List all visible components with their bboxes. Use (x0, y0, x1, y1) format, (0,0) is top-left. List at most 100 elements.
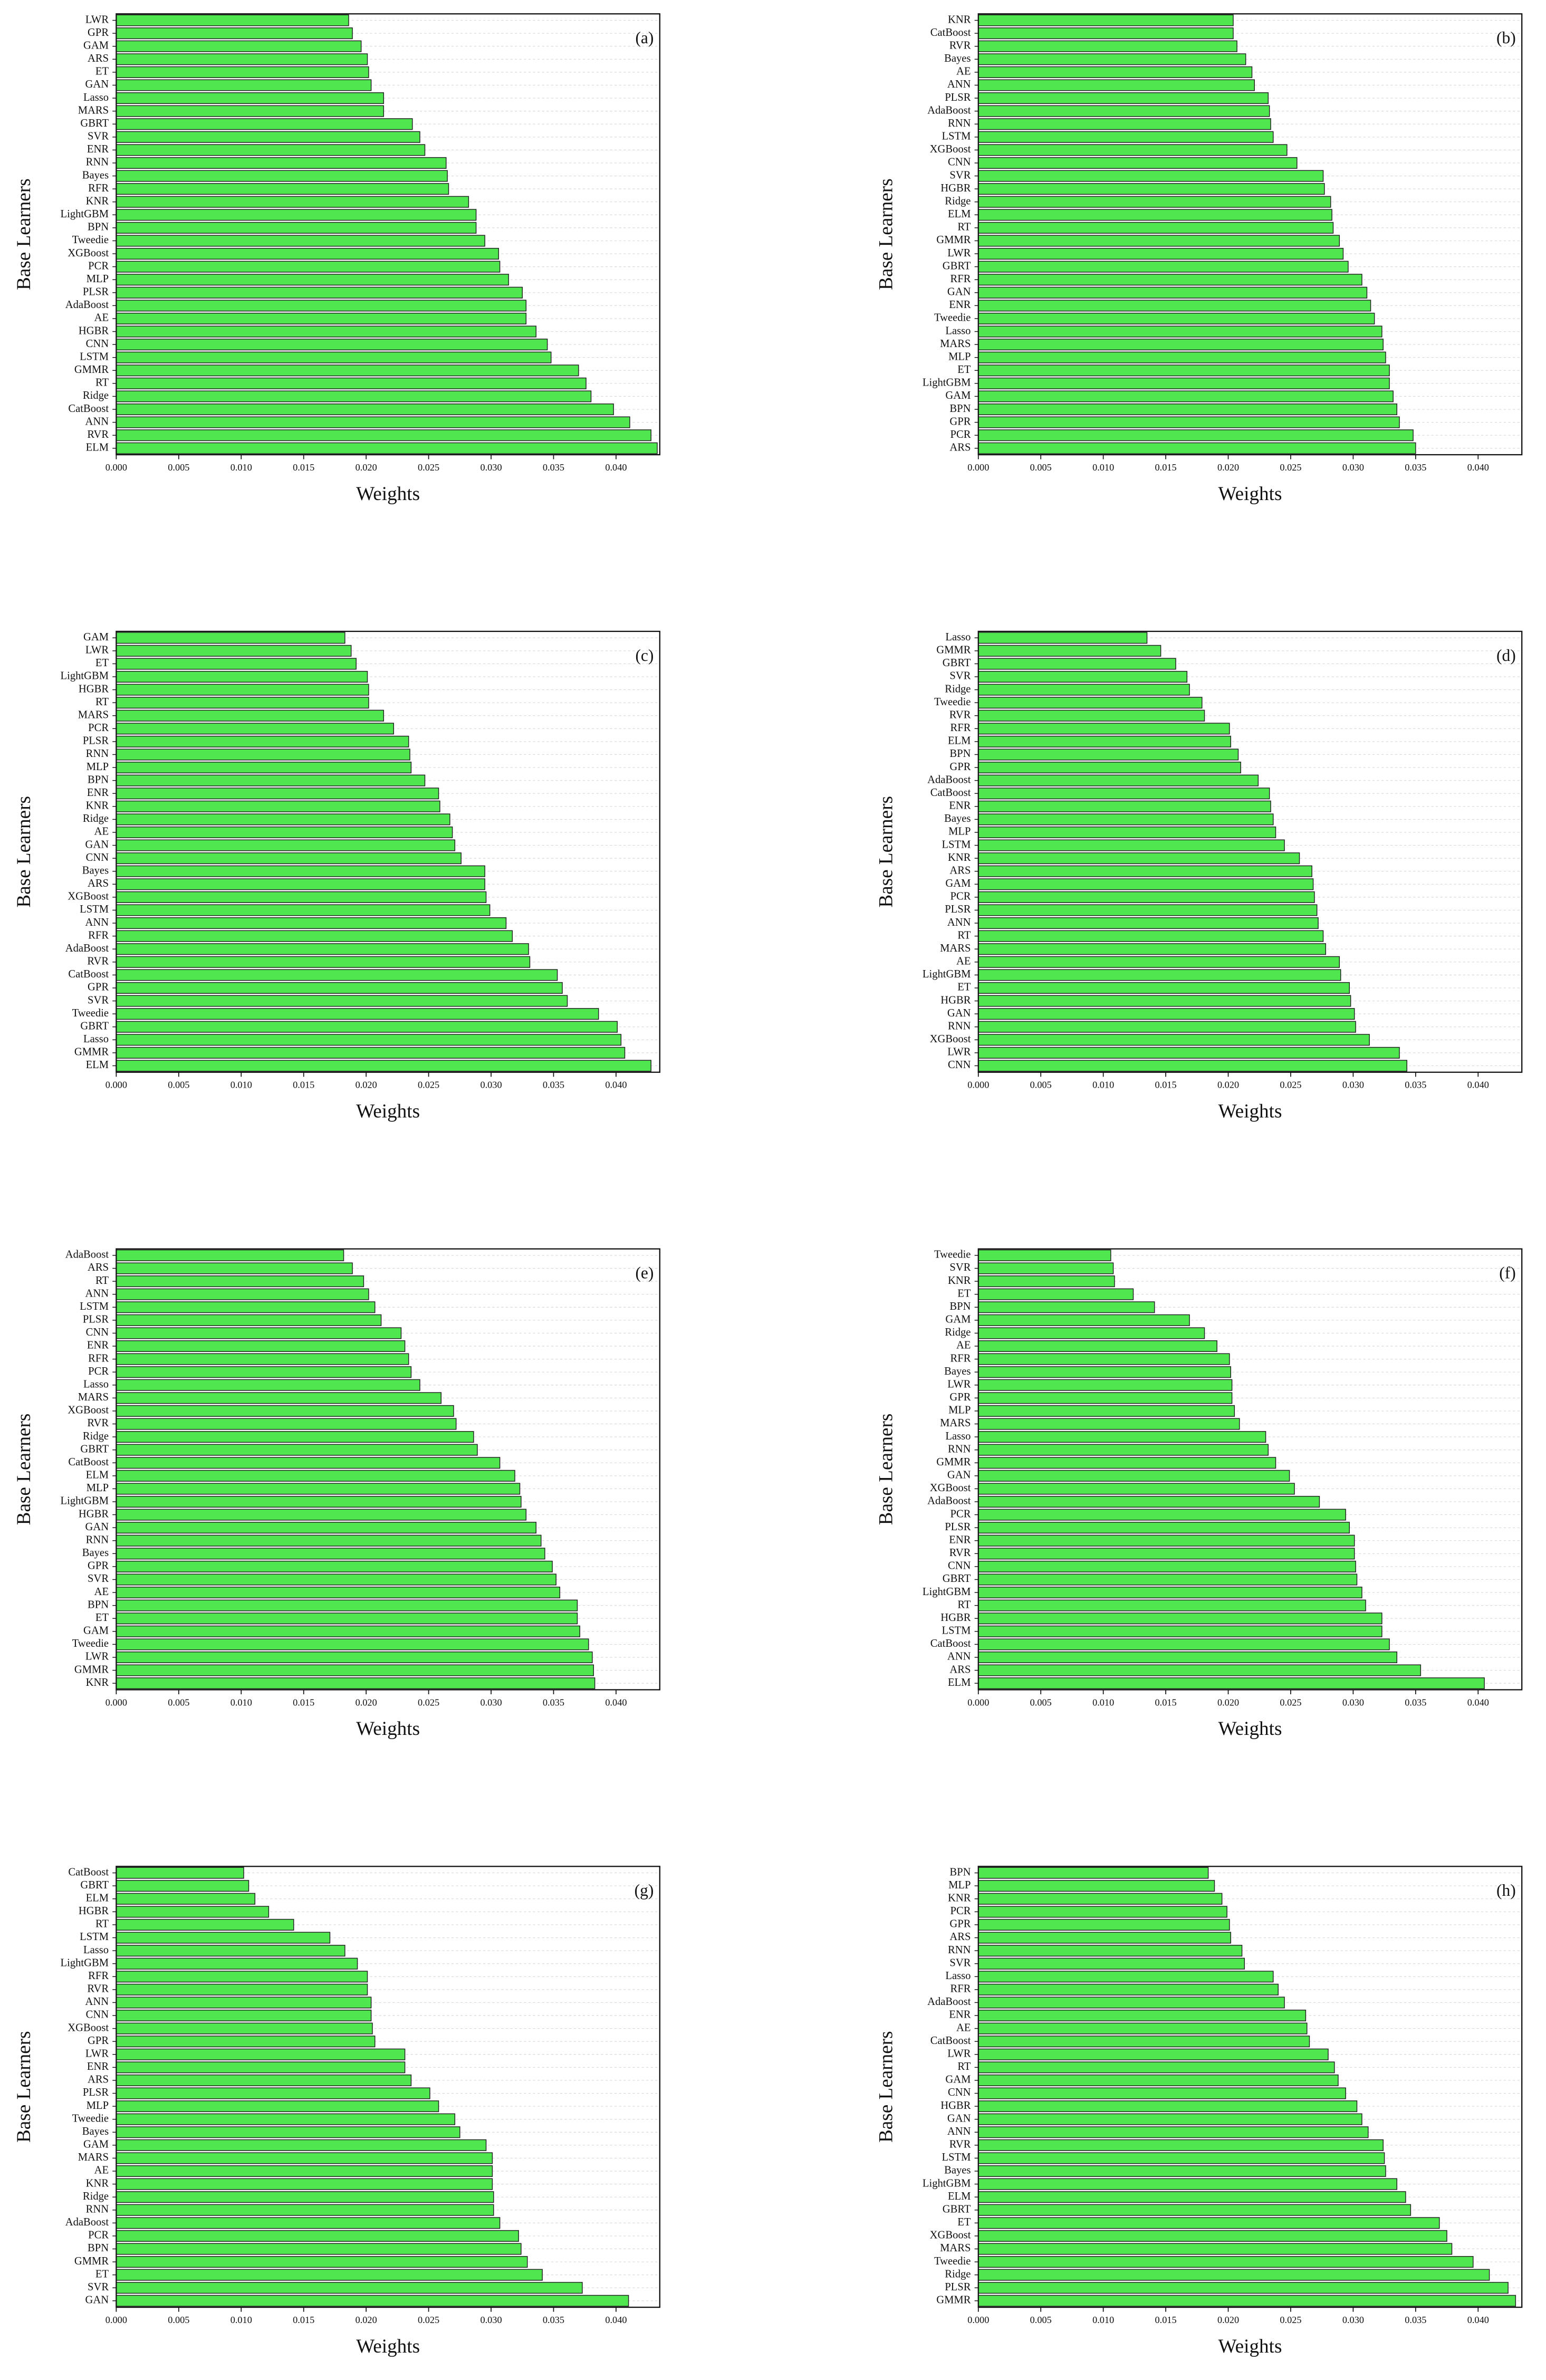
category-label: Bayes (82, 1547, 109, 1559)
x-tick-label: 0.005 (168, 462, 189, 473)
bar (978, 684, 1190, 696)
category-label: SVR (88, 131, 109, 142)
category-label: GAN (947, 1007, 971, 1019)
category-label: GAM (945, 2074, 971, 2086)
category-label: GAM (945, 390, 971, 401)
bar (978, 748, 1239, 761)
x-tick-label: 0.005 (1030, 2315, 1052, 2325)
category-label: Bayes (944, 1366, 971, 1377)
category-label: PCR (88, 722, 109, 734)
bar (978, 645, 1161, 657)
bar (978, 1613, 1382, 1625)
category-label: XGBoost (930, 1482, 971, 1494)
bar (978, 1470, 1290, 1482)
category-label: CatBoost (68, 968, 109, 980)
category-label: GAN (947, 286, 971, 298)
bar (116, 1366, 412, 1378)
category-label: ET (95, 1612, 109, 1624)
bar (978, 1301, 1155, 1313)
category-label: GMMR (936, 645, 971, 656)
category-label: LSTM (80, 1931, 109, 1943)
category-label: ELM (86, 1470, 109, 1481)
category-label: RT (957, 222, 971, 233)
category-label: BPN (88, 774, 109, 785)
category-label: RNN (86, 157, 109, 168)
category-label: GPR (949, 1918, 971, 1930)
bar (978, 2074, 1339, 2086)
x-tick-label: 0.005 (168, 1697, 189, 1707)
category-label: MLP (87, 1482, 109, 1494)
category-label: XGBoost (930, 143, 971, 155)
category-label: ELM (86, 1893, 109, 1904)
bar (978, 235, 1340, 247)
category-label: KNR (948, 1893, 971, 1904)
bar (116, 1262, 353, 1274)
category-label: Lasso (83, 1378, 109, 1390)
category-label: MARS (78, 2152, 109, 2163)
category-label: PCR (950, 891, 971, 903)
x-tick-label: 0.035 (543, 462, 564, 473)
bar (978, 1599, 1366, 1611)
bar (116, 670, 368, 683)
bar (116, 235, 485, 247)
category-label: SVR (949, 1957, 971, 1969)
category-label: BPN (88, 222, 109, 233)
x-axis-title: Weights (1218, 1101, 1282, 1122)
category-label: PLSR (83, 2087, 109, 2098)
category-label: PLSR (945, 904, 971, 915)
category-label: ELM (86, 442, 109, 454)
category-label: Tweedie (72, 1007, 109, 1019)
plot-frame (977, 630, 1523, 1073)
category-label: CNN (948, 157, 971, 168)
bar (978, 930, 1324, 942)
x-tick-label: 0.025 (418, 1080, 439, 1090)
bar (116, 762, 412, 774)
x-tick-label: 0.035 (1405, 462, 1426, 473)
bar (116, 1997, 372, 2009)
x-tick-label: 0.010 (1092, 1697, 1114, 1707)
x-tick-label: 0.010 (231, 1080, 252, 1090)
category-label: AdaBoost (927, 1495, 971, 1507)
bar (978, 209, 1332, 221)
bar (116, 1677, 596, 1690)
category-label: RT (957, 929, 971, 941)
panel-label: (a) (635, 28, 654, 47)
x-tick-label: 0.015 (1155, 1697, 1177, 1707)
category-label: Tweedie (72, 234, 109, 246)
category-label: LWR (85, 1651, 109, 1663)
category-label: LSTM (80, 1301, 109, 1312)
category-label: Tweedie (934, 1249, 971, 1261)
bar (978, 697, 1203, 709)
bar (116, 1509, 527, 1521)
plot-frame (977, 1866, 1523, 2308)
category-label: Tweedie (934, 312, 971, 324)
category-label: ENR (87, 1340, 109, 1351)
x-tick-label: 0.040 (605, 1697, 627, 1707)
category-label: Ridge (945, 683, 971, 695)
bar (116, 79, 372, 91)
category-label: ET (95, 657, 109, 669)
category-label: SVR (949, 169, 971, 181)
bar (116, 1470, 515, 1482)
category-label: GAN (85, 839, 109, 850)
bar (978, 118, 1271, 130)
bar (978, 274, 1362, 286)
category-label: LWR (947, 2048, 971, 2059)
bar (116, 274, 509, 286)
category-label: LSTM (942, 839, 971, 850)
x-tick-label: 0.030 (1342, 1080, 1364, 1090)
category-label: ET (95, 2268, 109, 2280)
bar (116, 2269, 543, 2281)
category-label: PLSR (945, 2281, 971, 2293)
x-tick-label: 0.015 (293, 1080, 314, 1090)
bar (116, 1392, 442, 1404)
bar (978, 2230, 1447, 2242)
bar (116, 774, 426, 786)
category-label: LightGBM (923, 2177, 971, 2189)
bar (978, 1880, 1215, 1892)
category-label: BPN (88, 1599, 109, 1610)
category-label: CatBoost (930, 27, 971, 39)
bar (116, 852, 462, 865)
category-label: ARS (949, 1664, 971, 1675)
